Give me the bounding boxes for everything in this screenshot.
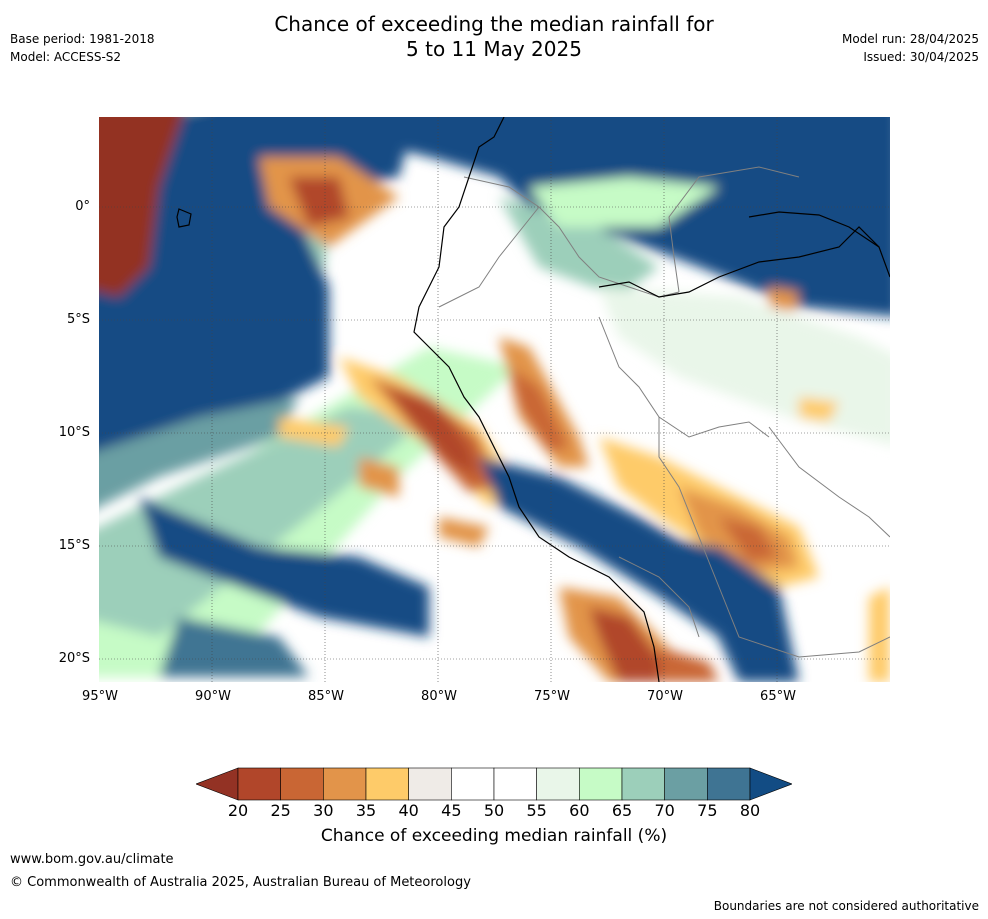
colorbar-swatch xyxy=(621,767,665,801)
colorbar-swatch xyxy=(664,767,708,801)
colorbar-swatch xyxy=(323,767,367,801)
lon-label-80w: 80°W xyxy=(421,689,457,704)
lon-label-85w: 85°W xyxy=(308,689,344,704)
footer-copyright: © Commonwealth of Australia 2025, Austra… xyxy=(10,875,471,890)
colorbar-tick-label: 40 xyxy=(398,801,419,820)
coastline xyxy=(176,117,890,682)
colorbar-tick-label: 70 xyxy=(654,801,675,820)
lon-label-70w: 70°W xyxy=(647,689,683,704)
colorbar-tick-label: 50 xyxy=(483,801,505,820)
colorbar-label: Chance of exceeding median rainfall (%) xyxy=(320,826,668,846)
colorbar-tick-label: 75 xyxy=(697,801,718,820)
lon-label-95w: 95°W xyxy=(82,689,118,704)
graticule xyxy=(99,117,890,682)
colorbar-swatch xyxy=(579,767,623,801)
lon-label-65w: 65°W xyxy=(760,689,796,704)
title-line-2: 5 to 11 May 2025 xyxy=(406,37,582,61)
rainfall-map xyxy=(99,117,890,682)
lat-label-10s: 10°S xyxy=(58,425,90,440)
colorbar-swatch xyxy=(365,767,409,801)
colorbar-swatches xyxy=(196,767,792,801)
colorbar-tick-label: 35 xyxy=(355,801,377,820)
colorbar-tick-label: 30 xyxy=(313,801,334,820)
colorbar-arrow-low xyxy=(196,767,239,801)
colorbar-swatch xyxy=(280,767,324,801)
country-borders xyxy=(438,166,890,658)
lat-label-0: 0° xyxy=(75,199,90,214)
map-title: Chance of exceeding the median rainfall … xyxy=(0,12,988,62)
footer-url: www.bom.gov.au/climate xyxy=(10,852,174,867)
title-line-1: Chance of exceeding the median rainfall … xyxy=(274,12,714,36)
lat-label-15s: 15°S xyxy=(58,538,90,553)
lon-label-90w: 90°W xyxy=(195,689,231,704)
meta-left: Base period: 1981-2018 Model: ACCESS-S2 xyxy=(10,30,155,66)
colorbar-arrow-high xyxy=(749,767,792,801)
colorbar-tick-label: 20 xyxy=(227,801,249,820)
colorbar-tick-label: 65 xyxy=(611,801,633,820)
base-period: Base period: 1981-2018 xyxy=(10,32,155,46)
colorbar-swatch xyxy=(707,767,751,801)
colorbar-tick-label: 80 xyxy=(739,801,761,820)
colorbar xyxy=(196,767,792,801)
lon-label-75w: 75°W xyxy=(534,689,570,704)
model-name: Model: ACCESS-S2 xyxy=(10,50,122,64)
colorbar-swatch xyxy=(536,767,580,801)
meta-right: Model run: 28/04/2025 Issued: 30/04/2025 xyxy=(842,30,979,66)
lat-label-20s: 20°S xyxy=(58,651,90,666)
lat-label-5s: 5°S xyxy=(66,312,90,327)
model-run: Model run: 28/04/2025 xyxy=(841,32,979,46)
issued-date: Issued: 30/04/2025 xyxy=(863,50,979,64)
colorbar-tick-label: 45 xyxy=(441,801,462,820)
colorbar-tick-label: 25 xyxy=(270,801,291,820)
colorbar-swatch xyxy=(451,767,495,801)
probability-field xyxy=(99,117,890,682)
colorbar-tick-label: 55 xyxy=(526,801,547,820)
colorbar-swatch xyxy=(493,767,537,801)
footer-boundary-note: Boundaries are not considered authoritat… xyxy=(713,899,979,913)
colorbar-swatch xyxy=(408,767,452,801)
colorbar-swatch xyxy=(237,767,281,801)
colorbar-tick-label: 60 xyxy=(569,801,590,820)
